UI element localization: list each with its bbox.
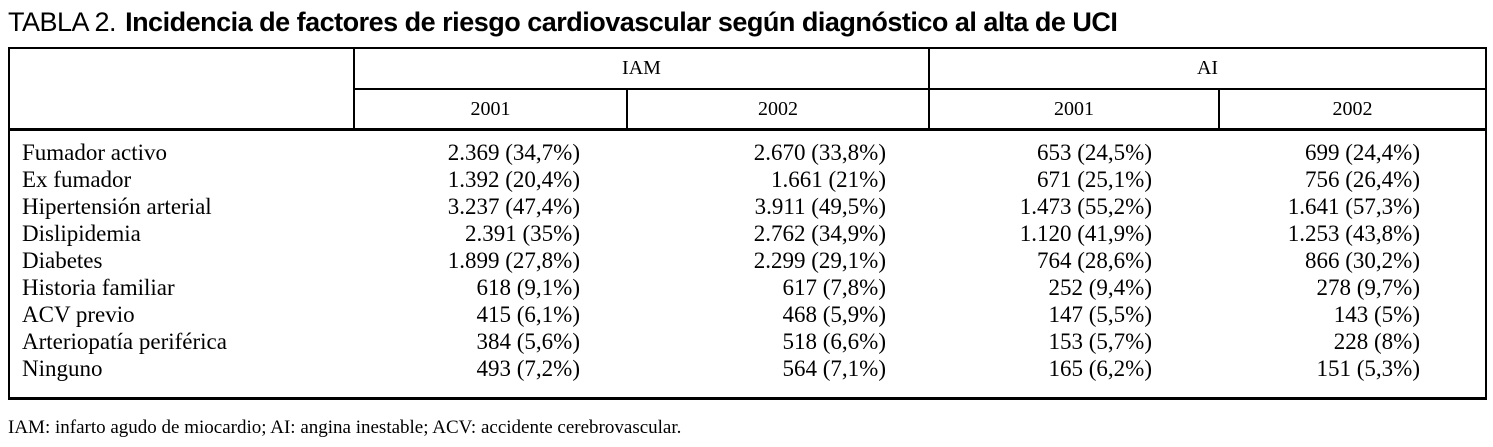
value-cell: 1.899 (27,8%) (447, 248, 580, 273)
value-cell: 2.762 (34,9%) (753, 221, 886, 246)
value-cell: 518 (6,6%) (782, 329, 886, 354)
value-cell: 384 (5,6%) (476, 329, 580, 354)
value-cell: 3.237 (47,4%) (447, 194, 580, 219)
row-label: Historia familiar (22, 275, 175, 300)
value-cell: 1.473 (55,2%) (1019, 194, 1152, 219)
value-cell: 151 (5,3%) (1316, 356, 1420, 381)
value-cell: 1.661 (21%) (771, 167, 886, 192)
row-label: Dislipidemia (22, 221, 141, 246)
row-label: Hipertensión arterial (22, 194, 212, 219)
table-header: IAM AI 2001 2002 2001 2002 (10, 49, 1485, 131)
value-cell: 415 (6,1%) (476, 302, 580, 327)
header-year-iam-2002: 2002 (628, 90, 930, 128)
row-label: Arteriopatía periférica (22, 329, 227, 354)
value-cell: 493 (7,2%) (476, 356, 580, 381)
header-year-ai-2001: 2001 (930, 90, 1220, 128)
row-label: Ninguno (22, 356, 103, 381)
table-row: Dislipidemia 2.391 (35%) 2.762 (34,9%) 1… (10, 220, 1485, 247)
table-row: Diabetes 1.899 (27,8%) 2.299 (29,1%) 764… (10, 247, 1485, 274)
value-cell: 2.391 (35%) (465, 221, 580, 246)
value-cell: 153 (5,7%) (1048, 329, 1152, 354)
header-group-iam: IAM (355, 49, 930, 90)
row-label: Ex fumador (22, 167, 132, 192)
value-cell: 699 (24,4%) (1305, 140, 1420, 165)
value-cell: 866 (30,2%) (1305, 248, 1420, 273)
header-group-ai: AI (930, 49, 1485, 90)
value-cell: 2.299 (29,1%) (753, 248, 886, 273)
value-cell: 228 (8%) (1333, 329, 1420, 354)
table-row: Ex fumador 1.392 (20,4%) 1.661 (21%) 671… (10, 166, 1485, 193)
value-cell: 252 (9,4%) (1048, 275, 1152, 300)
value-cell: 1.120 (41,9%) (1019, 221, 1152, 246)
value-cell: 617 (7,8%) (782, 275, 886, 300)
table-row: Hipertensión arterial 3.237 (47,4%) 3.91… (10, 193, 1485, 220)
header-year-iam-2001: 2001 (355, 90, 628, 128)
table-caption-text: Incidencia de factores de riesgo cardiov… (125, 7, 1118, 37)
table-row: Historia familiar 618 (9,1%) 617 (7,8%) … (10, 274, 1485, 301)
value-cell: 2.670 (33,8%) (753, 140, 886, 165)
table-caption: TABLA 2. Incidencia de factores de riesgo… (8, 6, 1118, 38)
table-number: TABLA 2. (8, 7, 117, 37)
table-row: ACV previo 415 (6,1%) 468 (5,9%) 147 (5,… (10, 301, 1485, 328)
table-row: Fumador activo 2.369 (34,7%) 2.670 (33,8… (10, 139, 1485, 166)
value-cell: 618 (9,1%) (476, 275, 580, 300)
header-year-ai-2002: 2002 (1332, 97, 1373, 120)
value-cell: 1.392 (20,4%) (447, 167, 580, 192)
incidence-table: IAM AI 2001 2002 2001 2002 Fumador activ… (8, 47, 1487, 400)
value-cell: 2.369 (34,7%) (447, 140, 580, 165)
value-cell: 1.641 (57,3%) (1287, 194, 1420, 219)
value-cell: 165 (6,2%) (1048, 356, 1152, 381)
value-cell: 653 (24,5%) (1037, 140, 1152, 165)
value-cell: 564 (7,1%) (782, 356, 886, 381)
value-cell: 671 (25,1%) (1037, 167, 1152, 192)
abbreviations-footnote: IAM: infarto agudo de miocardio; AI: ang… (8, 417, 682, 438)
row-label: Diabetes (22, 248, 103, 273)
header-stub-cell (10, 49, 355, 128)
row-label: ACV previo (22, 302, 135, 327)
row-label: Fumador activo (22, 140, 167, 165)
value-cell: 756 (26,4%) (1305, 167, 1420, 192)
value-cell: 468 (5,9%) (782, 302, 886, 327)
value-cell: 278 (9,7%) (1316, 275, 1420, 300)
value-cell: 1.253 (43,8%) (1287, 221, 1420, 246)
value-cell: 3.911 (49,5%) (754, 194, 886, 219)
table-row: Arteriopatía periférica 384 (5,6%) 518 (… (10, 328, 1485, 355)
table-row: Ninguno 493 (7,2%) 564 (7,1%) 165 (6,2%)… (10, 355, 1485, 382)
value-cell: 147 (5,5%) (1048, 302, 1152, 327)
value-cell: 143 (5%) (1333, 302, 1420, 327)
value-cell: 764 (28,6%) (1037, 248, 1152, 273)
table-body: Fumador activo 2.369 (34,7%) 2.670 (33,8… (10, 131, 1485, 382)
